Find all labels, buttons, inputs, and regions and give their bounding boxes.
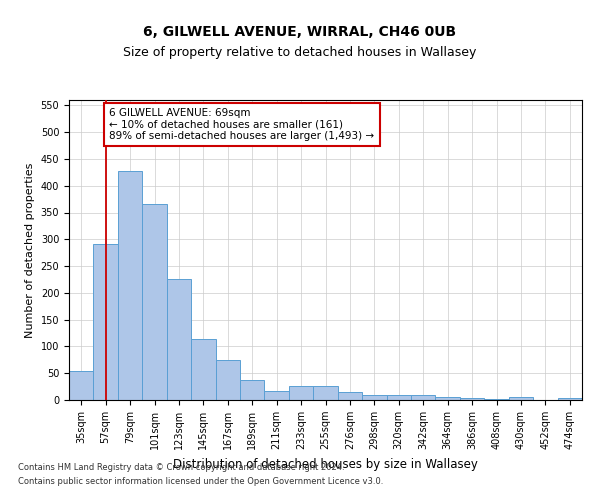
Text: Contains HM Land Registry data © Crown copyright and database right 2024.: Contains HM Land Registry data © Crown c… [18,463,344,472]
Bar [386,394,411,400]
Bar [460,398,484,400]
Bar [313,386,338,400]
Bar [509,397,533,400]
Bar [436,398,460,400]
Bar [289,386,313,400]
Bar [94,244,118,400]
Text: 6 GILWELL AVENUE: 69sqm
← 10% of detached houses are smaller (161)
89% of semi-d: 6 GILWELL AVENUE: 69sqm ← 10% of detache… [109,108,374,141]
Bar [338,392,362,400]
Y-axis label: Number of detached properties: Number of detached properties [25,162,35,338]
Bar [265,391,289,400]
Bar [411,394,436,400]
X-axis label: Distribution of detached houses by size in Wallasey: Distribution of detached houses by size … [173,458,478,470]
Bar [69,370,94,400]
Bar [240,380,265,400]
Bar [142,204,167,400]
Bar [118,170,142,400]
Bar [362,394,386,400]
Text: Contains public sector information licensed under the Open Government Licence v3: Contains public sector information licen… [18,476,383,486]
Bar [191,340,215,400]
Bar [167,280,191,400]
Text: 6, GILWELL AVENUE, WIRRAL, CH46 0UB: 6, GILWELL AVENUE, WIRRAL, CH46 0UB [143,26,457,40]
Text: Size of property relative to detached houses in Wallasey: Size of property relative to detached ho… [124,46,476,59]
Bar [215,360,240,400]
Bar [557,398,582,400]
